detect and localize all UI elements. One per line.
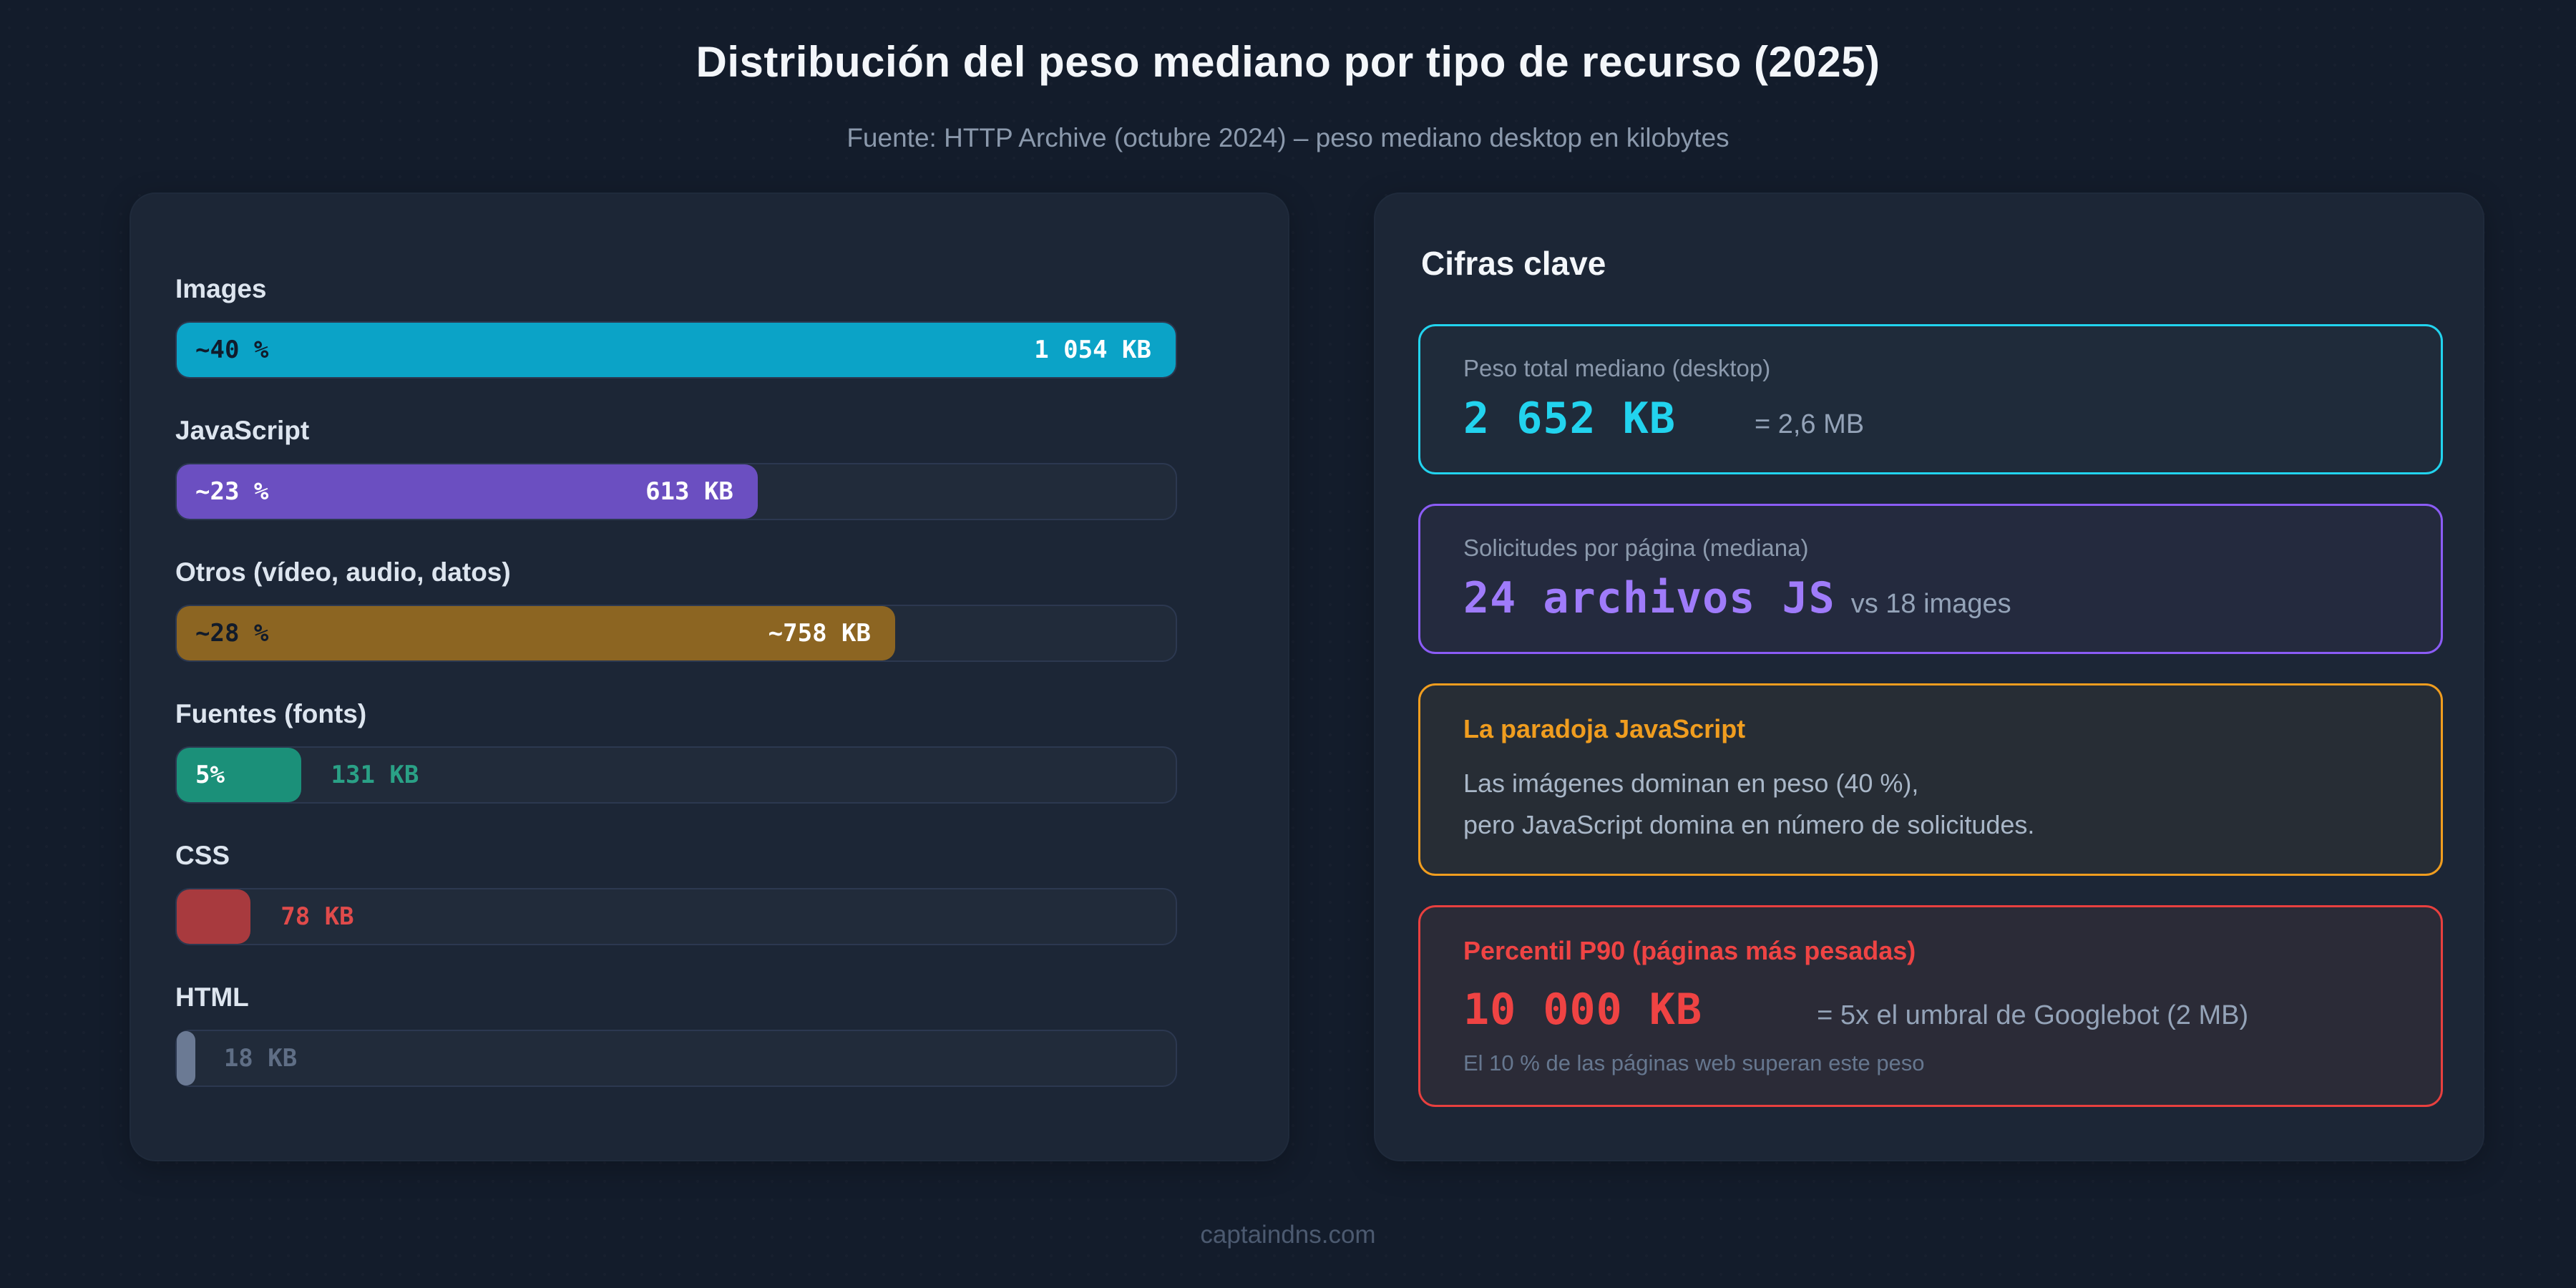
bar-group-fuentes: Fuentes (fonts) 5% 131 KB bbox=[175, 699, 1242, 804]
bar-label: Images bbox=[175, 274, 267, 303]
card-value: 10 000 KB bbox=[1463, 985, 1703, 1035]
footer-url: captaindns.com bbox=[1200, 1221, 1376, 1249]
card-value: 2 652 KB bbox=[1463, 394, 1676, 444]
bar-value-label: 18 KB bbox=[223, 1044, 298, 1073]
bar-track: ~23 % 613 KB bbox=[175, 463, 1177, 520]
bar-percent-label: ~23 % bbox=[195, 477, 269, 506]
page-title: Distribución del peso mediano por tipo d… bbox=[696, 38, 1880, 86]
card-p90: Percentil P90 (páginas más pesadas) 10 0… bbox=[1418, 905, 2443, 1108]
key-figures-heading: Cifras clave bbox=[1421, 245, 1606, 282]
bar-value-label: 613 KB bbox=[645, 477, 733, 506]
bar-percent-label: ~40 % bbox=[195, 336, 269, 364]
bar-track: ~40 % 1 054 KB bbox=[175, 321, 1177, 379]
card-js-paradox: La paradoja JavaScript Las imágenes domi… bbox=[1418, 683, 2443, 877]
card-value: 24 archivos JS bbox=[1463, 573, 1835, 623]
bar-label: CSS bbox=[175, 841, 230, 870]
card-value-line: 24 archivos JS vs 18 images bbox=[1463, 573, 2398, 623]
bar-group-images: Images ~40 % 1 054 KB bbox=[175, 274, 1242, 379]
card-suffix: = 2,6 MB bbox=[1754, 409, 1865, 439]
card-title: La paradoja JavaScript bbox=[1463, 714, 1746, 743]
card-suffix: = 5x el umbral de Googlebot (2 MB) bbox=[1817, 1000, 2249, 1031]
bar-track: ~28 % ~758 KB bbox=[175, 605, 1177, 662]
page-subtitle: Fuente: HTTP Archive (octubre 2024) – pe… bbox=[847, 123, 1729, 152]
bar-value-label: ~758 KB bbox=[768, 619, 871, 648]
card-body-line: Las imágenes dominan en peso (40 %), bbox=[1463, 769, 1919, 798]
bar-value-label: 131 KB bbox=[331, 761, 419, 789]
bar-group-otros: Otros (vídeo, audio, datos) ~28 % ~758 K… bbox=[175, 557, 1242, 662]
bar-label: Otros (vídeo, audio, datos) bbox=[175, 557, 511, 587]
card-suffix: vs 18 images bbox=[1850, 589, 2011, 619]
bar-value-label: 1 054 KB bbox=[1034, 336, 1151, 364]
bar-label: JavaScript bbox=[175, 416, 310, 445]
bar-group-css: CSS 78 KB bbox=[175, 841, 1242, 945]
bar-fill: ~40 % bbox=[177, 323, 1176, 377]
card-note: El 10 % de las páginas web superan este … bbox=[1463, 1050, 1925, 1076]
card-label: Peso total mediano (desktop) bbox=[1463, 355, 1771, 381]
bar-fill: 5% bbox=[177, 748, 301, 802]
card-total-weight: Peso total mediano (desktop) 2 652 KB = … bbox=[1418, 324, 2443, 474]
bar-fill: ~28 % bbox=[177, 606, 895, 660]
bar-fill: ~23 % bbox=[177, 464, 758, 519]
bar-track: 5% 131 KB bbox=[175, 746, 1177, 804]
bar-track: 18 KB bbox=[175, 1030, 1177, 1087]
card-title: Percentil P90 (páginas más pesadas) bbox=[1463, 936, 1916, 966]
bar-percent-label: ~28 % bbox=[195, 619, 269, 648]
bar-fill bbox=[177, 889, 251, 944]
bar-group-javascript: JavaScript ~23 % 613 KB bbox=[175, 416, 1242, 520]
card-label: Solicitudes por página (mediana) bbox=[1463, 535, 1809, 561]
bar-fill bbox=[177, 1031, 195, 1085]
bar-group-html: HTML 18 KB bbox=[175, 982, 1242, 1087]
bar-track: 78 KB bbox=[175, 888, 1177, 945]
bar-chart-panel: Images ~40 % 1 054 KB JavaScript ~23 % 6… bbox=[130, 192, 1289, 1161]
card-value-line: 2 652 KB = 2,6 MB bbox=[1463, 394, 2398, 444]
card-requests: Solicitudes por página (mediana) 24 arch… bbox=[1418, 504, 2443, 654]
bar-percent-label: 5% bbox=[195, 761, 225, 789]
card-value-line: 10 000 KB = 5x el umbral de Googlebot (2… bbox=[1463, 985, 2398, 1035]
key-figures-panel: Cifras clave Peso total mediano (desktop… bbox=[1374, 192, 2484, 1161]
card-body-line: pero JavaScript domina en número de soli… bbox=[1463, 809, 2035, 839]
bar-label: Fuentes (fonts) bbox=[175, 699, 367, 728]
bar-label: HTML bbox=[175, 982, 249, 1012]
bar-value-label: 78 KB bbox=[280, 902, 354, 931]
